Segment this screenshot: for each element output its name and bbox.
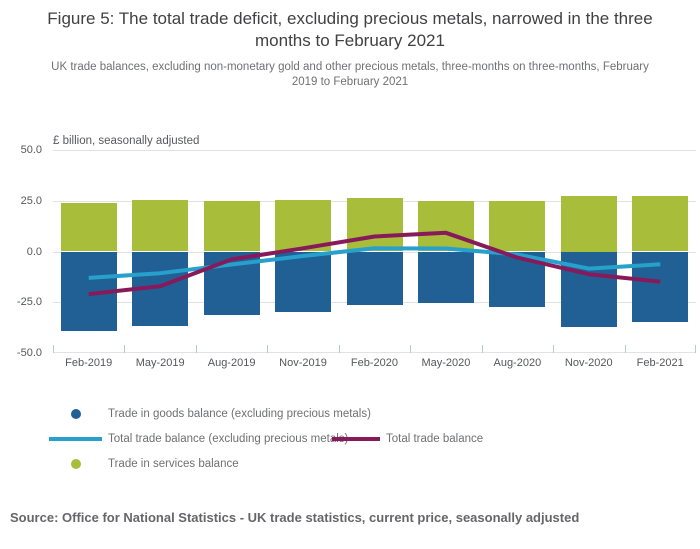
y-axis-unit-label: £ billion, seasonally adjusted xyxy=(53,135,200,147)
legend-label-services: Trade in services balance xyxy=(108,457,239,470)
legend-label-goods: Trade in goods balance (excluding precio… xyxy=(108,407,371,420)
services-bar xyxy=(417,200,474,252)
x-axis-tick xyxy=(53,345,54,353)
services-bar xyxy=(203,200,260,252)
goods-bar xyxy=(417,251,474,303)
y-tick-label: 50.0 xyxy=(20,144,42,156)
goods-bar xyxy=(632,251,689,323)
x-axis-label: May-2019 xyxy=(135,357,185,369)
x-axis-label: Feb-2021 xyxy=(636,357,684,369)
plot-area xyxy=(53,150,696,353)
legend-row-totals: Total trade balance (excluding precious … xyxy=(49,426,689,451)
x-axis-label: Nov-2019 xyxy=(279,357,327,369)
services-bar xyxy=(489,200,546,252)
goods-bar xyxy=(203,251,260,315)
x-axis-tick xyxy=(553,345,554,353)
x-axis-tick xyxy=(339,345,340,353)
x-axis-tick xyxy=(410,345,411,353)
y-axis-tick-labels: 50.0 25.0 0.0 -25.0 -50.0 xyxy=(0,144,44,359)
x-axis-tick xyxy=(625,345,626,353)
goods-bar xyxy=(60,251,117,332)
goods-bar xyxy=(132,251,189,327)
services-bar xyxy=(132,200,189,252)
x-axis-label: Aug-2019 xyxy=(207,357,256,369)
goods-bar xyxy=(560,251,617,328)
x-axis-tick xyxy=(267,345,268,353)
y-tick-label: 0.0 xyxy=(26,245,42,258)
services-dot-icon xyxy=(70,458,81,469)
services-bar xyxy=(275,200,332,252)
x-axis-tick xyxy=(695,345,696,353)
legend-label-total-excl-pm: Total trade balance (excluding precious … xyxy=(108,432,349,445)
services-bar xyxy=(560,195,617,252)
y-tick-label: 25.0 xyxy=(20,194,42,207)
x-axis-tick xyxy=(124,345,125,353)
source-note: Source: Office for National Statistics -… xyxy=(10,510,580,525)
legend-row-services: Trade in services balance xyxy=(49,451,689,476)
goods-dot-icon xyxy=(70,408,81,419)
x-axis-label: Nov-2020 xyxy=(564,357,613,369)
legend: Trade in goods balance (excluding precio… xyxy=(49,401,689,476)
x-axis-label: May-2020 xyxy=(421,357,471,369)
x-axis-label: Feb-2019 xyxy=(65,357,113,369)
goods-bar xyxy=(489,251,546,307)
services-bar xyxy=(632,196,689,252)
total-excl-pm-line-icon xyxy=(49,436,102,441)
figure-subtitle: UK trade balances, excluding non-monetar… xyxy=(51,61,649,88)
x-axis-tick xyxy=(482,345,483,353)
x-axis-label: Aug-2020 xyxy=(493,357,542,369)
y-tick-label: -50.0 xyxy=(16,347,42,359)
total-line-icon xyxy=(332,436,380,441)
figure-title: Figure 5: The total trade deficit, exclu… xyxy=(47,9,653,50)
goods-bar xyxy=(346,251,403,305)
y-tick-label: -25.0 xyxy=(16,296,42,309)
legend-row-goods: Trade in goods balance (excluding precio… xyxy=(49,401,689,426)
legend-label-total: Total trade balance xyxy=(386,432,484,445)
services-bar xyxy=(346,198,403,252)
gridline xyxy=(53,352,696,353)
services-bar xyxy=(60,202,117,252)
gridline xyxy=(53,150,696,151)
x-axis-tick xyxy=(196,345,197,353)
x-axis-label: Feb-2020 xyxy=(350,357,399,369)
x-axis-labels: Feb-2019 May-2019 Aug-2019 Nov-2019 Feb-2020… xyxy=(53,357,696,369)
goods-bar xyxy=(275,251,332,312)
